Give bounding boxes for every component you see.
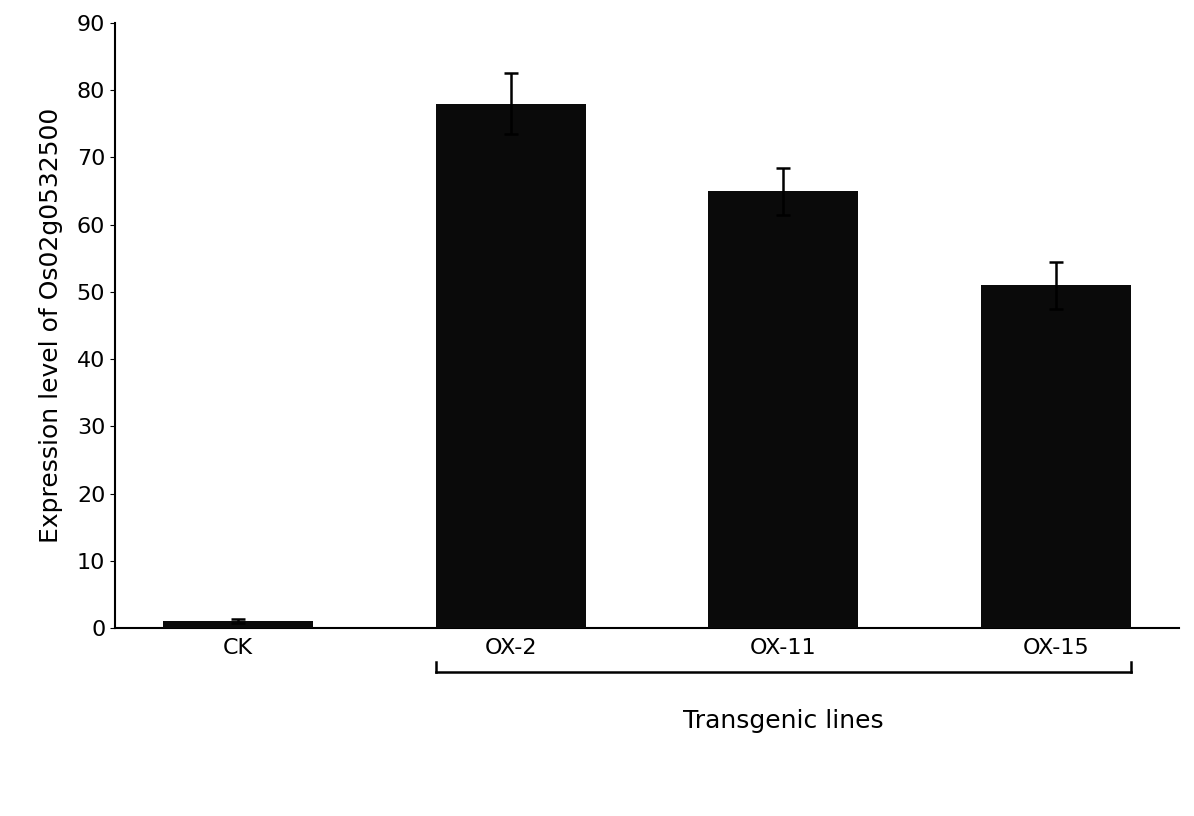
Text: Transgenic lines: Transgenic lines <box>683 708 884 733</box>
Bar <box>980 285 1131 628</box>
Bar <box>164 621 313 628</box>
Bar <box>708 191 858 628</box>
Y-axis label: Expression level of Os02g0532500: Expression level of Os02g0532500 <box>39 108 63 543</box>
Bar <box>436 104 586 628</box>
